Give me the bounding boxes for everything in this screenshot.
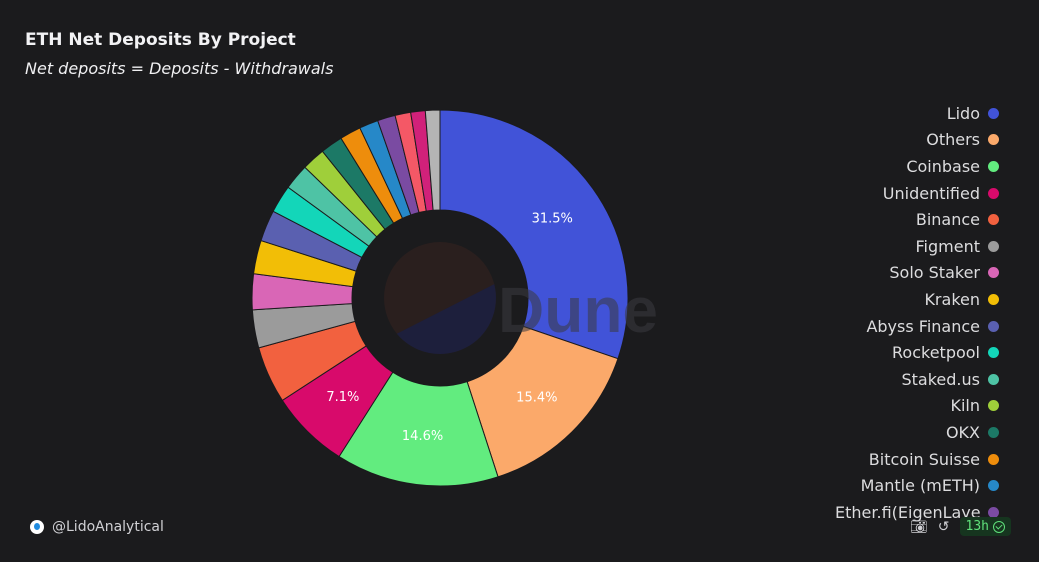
legend-dot-icon (988, 160, 999, 172)
legend-item[interactable]: Lido (947, 100, 999, 127)
legend-item[interactable]: Staked.us (901, 366, 999, 393)
legend-item[interactable]: Solo Staker (889, 260, 999, 287)
slice-others[interactable] (466, 325, 619, 478)
refresh-badge[interactable]: 13h (959, 517, 1011, 536)
dune-watermark: Dune (498, 274, 658, 346)
footer-controls: 📷︎ ↺ 13h (910, 517, 1011, 536)
legend-dot-icon (988, 134, 999, 146)
legend-dot-icon (988, 267, 999, 279)
lido-logo-icon (30, 520, 44, 534)
legend-item[interactable]: Unidentified (883, 180, 999, 207)
slice-value-label: 31.5% (532, 212, 573, 227)
chart-subtitle: Net deposits = Deposits - Withdrawals (25, 59, 334, 78)
slice-coinbase[interactable] (338, 371, 499, 487)
legend-label: Figment (915, 236, 980, 256)
slice-value-label: 7.1% (326, 390, 359, 405)
legend-dot-icon (988, 373, 999, 385)
legend-dot-icon (988, 347, 999, 359)
refresh-age: 13h (965, 519, 989, 534)
legend-dot-icon (988, 214, 999, 226)
legend-dot-icon (988, 187, 999, 199)
legend-label: Kiln (950, 396, 980, 416)
legend-label: Abyss Finance (866, 316, 980, 336)
footer-author[interactable]: @LidoAnalytical (30, 519, 164, 535)
legend-label: Unidentified (882, 183, 980, 203)
legend-item[interactable]: Kiln (950, 393, 999, 420)
slice-value-label: 15.4% (516, 390, 557, 405)
legend-dot-icon (988, 240, 999, 252)
legend-dot-icon (988, 480, 999, 492)
chart-title: ETH Net Deposits By Project (25, 30, 296, 50)
legend-label: Bitcoin Suisse (868, 449, 980, 469)
legend-dot-icon (988, 506, 999, 518)
author-handle[interactable]: @LidoAnalytical (52, 519, 164, 535)
donut-center-shade (396, 284, 496, 354)
legend-label: Staked.us (901, 369, 981, 389)
slice-lido[interactable] (439, 109, 629, 360)
legend-label: Solo Staker (889, 263, 980, 283)
legend-item[interactable]: Coinbase (906, 153, 999, 180)
check-circle-icon (993, 520, 1005, 533)
legend-item[interactable]: Ether.fi(EigenLayer) (835, 499, 999, 526)
legend-item[interactable]: Mantle (mETH) (861, 472, 999, 499)
legend-label: Kraken (924, 289, 980, 309)
legend-dot-icon (988, 320, 999, 332)
legend-dot-icon (988, 453, 999, 465)
legend-dot-icon (988, 293, 999, 305)
legend-item[interactable]: Kraken (924, 286, 999, 313)
legend-item[interactable]: OKX (946, 419, 999, 446)
legend-dot-icon (988, 107, 999, 119)
slice-other-18[interactable] (424, 109, 441, 211)
slice-value-label: 14.6% (402, 429, 443, 444)
slice-labels: 31.5% 15.4% 14.6% 7.1% (326, 212, 573, 444)
legend-label: Lido (946, 103, 980, 123)
refresh-icon[interactable]: ↺ (937, 518, 950, 535)
donut-slices (251, 109, 629, 487)
legend-label: Rocketpool (892, 343, 980, 363)
legend-item[interactable]: Others (926, 127, 999, 154)
legend-item[interactable]: Binance (916, 206, 999, 233)
legend-dot-icon (988, 426, 999, 438)
legend-label: Binance (915, 210, 980, 230)
camera-icon[interactable]: 📷︎ (910, 518, 928, 535)
chart-legend: Lido Others Coinbase Unidentified Binance Fig… (835, 100, 999, 526)
legend-dot-icon (988, 400, 999, 412)
legend-label: Coinbase (906, 156, 980, 176)
legend-item[interactable]: Bitcoin Suisse (869, 446, 999, 473)
legend-item[interactable]: Figment (916, 233, 999, 260)
legend-label: Others (926, 130, 980, 150)
legend-item[interactable]: Abyss Finance (866, 313, 999, 340)
legend-item[interactable]: Rocketpool (892, 339, 999, 366)
legend-label: OKX (945, 422, 980, 442)
legend-label: Ether.fi(EigenLayer) (835, 502, 980, 522)
legend-label: Mantle (mETH) (860, 476, 980, 496)
